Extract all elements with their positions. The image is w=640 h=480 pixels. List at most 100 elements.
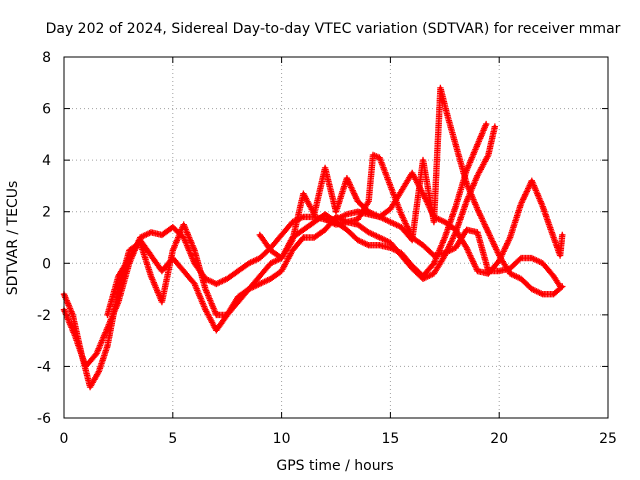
data-point [97, 369, 101, 374]
data-point [236, 269, 240, 273]
data-point [290, 220, 295, 224]
data-point [258, 256, 262, 260]
data-point [258, 233, 262, 237]
data-point [454, 246, 458, 250]
data-point [475, 230, 480, 234]
data-point [138, 238, 142, 242]
data-point [160, 233, 164, 237]
data-point [399, 212, 403, 216]
data-point [443, 235, 447, 240]
data-point [377, 155, 382, 160]
data-point [454, 228, 458, 232]
data-point [182, 223, 186, 227]
data-point [356, 238, 360, 242]
data-point [312, 235, 316, 240]
data-point [105, 326, 110, 330]
data-point [356, 217, 360, 222]
tick-labels: 0 5 10 15 20 25 -6 -4 -2 0 2 4 6 8 [37, 50, 617, 447]
data-point [541, 261, 545, 265]
data-point [334, 210, 338, 214]
data-point [530, 179, 534, 183]
data-point [464, 246, 469, 250]
data-point [323, 217, 327, 222]
data-point [269, 248, 273, 252]
data-point [345, 220, 349, 224]
data-point [464, 181, 469, 185]
data-point [290, 248, 295, 252]
data-point [214, 328, 218, 332]
series-trace-5 [321, 169, 566, 277]
data-point [225, 277, 229, 281]
data-point [432, 253, 436, 258]
x-axis-label: GPS time / hours [276, 458, 393, 474]
data-point [493, 125, 497, 129]
data-point [214, 313, 218, 317]
data-series [60, 84, 566, 391]
data-point [84, 364, 88, 369]
data-point [345, 212, 349, 216]
data-point [541, 292, 545, 296]
data-point [225, 313, 229, 317]
data-point [105, 313, 110, 317]
y-tick-label: -4 [37, 359, 51, 375]
data-point [95, 351, 99, 356]
data-point [301, 235, 305, 240]
data-point [116, 274, 120, 278]
data-point [367, 243, 371, 247]
x-tick-label: 0 [60, 431, 69, 447]
data-point [388, 207, 392, 211]
data-point [519, 202, 523, 206]
axis-ticks [63, 56, 609, 419]
data-point [377, 235, 382, 240]
data-point [171, 256, 175, 260]
data-point [280, 233, 284, 237]
y-tick-label: 8 [42, 50, 51, 66]
data-point [475, 174, 480, 178]
x-tick-label: 10 [273, 431, 291, 447]
data-point [73, 333, 77, 338]
data-point [149, 274, 153, 278]
data-point [377, 215, 382, 219]
data-point [116, 300, 120, 304]
data-point [258, 274, 262, 278]
data-point [160, 300, 164, 304]
data-point [214, 282, 218, 286]
data-point [552, 292, 556, 296]
data-point [171, 225, 175, 229]
data-point [388, 241, 392, 245]
y-tick-label: -2 [37, 308, 51, 324]
y-tick-label: -6 [37, 411, 51, 427]
y-tick-label: 2 [42, 205, 51, 221]
data-point [149, 230, 153, 234]
data-point [519, 277, 523, 281]
data-point [438, 86, 443, 90]
data-point [475, 269, 480, 273]
data-point [410, 171, 414, 175]
x-tick-label: 25 [599, 431, 617, 447]
data-point [421, 277, 425, 281]
data-point [192, 261, 197, 265]
data-point [269, 261, 273, 265]
data-point [345, 228, 349, 232]
data-point [560, 284, 564, 289]
data-point [432, 215, 436, 219]
data-point [560, 233, 564, 237]
data-point [323, 228, 327, 232]
y-tick-label: 4 [42, 153, 51, 169]
data-point [399, 225, 403, 229]
data-point [258, 282, 262, 286]
data-point [160, 269, 164, 273]
data-point [280, 269, 284, 273]
data-point [171, 248, 175, 252]
data-point [399, 253, 403, 258]
data-point [443, 251, 447, 255]
data-point [464, 228, 469, 232]
data-point [552, 235, 556, 240]
data-point [497, 269, 501, 273]
data-point [530, 256, 534, 260]
chart-title: Day 202 of 2024, Sidereal Day-to-day VTE… [46, 21, 621, 37]
data-point [312, 220, 316, 224]
data-point [367, 230, 371, 234]
data-point [443, 220, 447, 224]
